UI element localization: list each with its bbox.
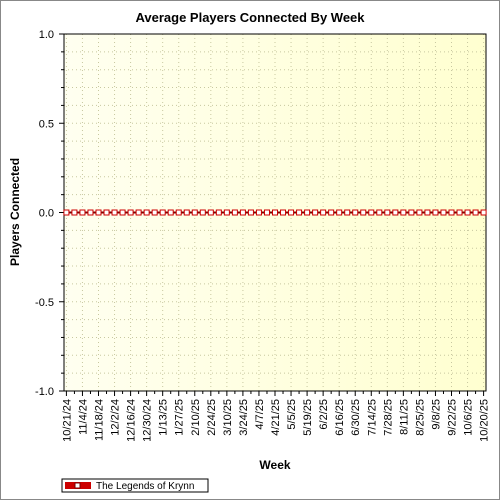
data-point xyxy=(448,209,455,216)
x-tick-label: 11/18/24 xyxy=(93,399,105,441)
x-tick-label: 6/16/25 xyxy=(334,399,346,436)
data-point xyxy=(79,209,86,216)
data-point xyxy=(376,209,383,216)
data-point xyxy=(456,209,463,216)
data-point xyxy=(352,209,359,216)
data-point xyxy=(328,209,335,216)
x-tick-label: 5/5/25 xyxy=(286,399,298,430)
data-point xyxy=(143,209,150,216)
x-tick-label: 6/2/25 xyxy=(318,399,330,430)
data-point xyxy=(95,209,102,216)
data-point xyxy=(223,209,230,216)
data-point xyxy=(416,209,423,216)
x-tick-label: 6/30/25 xyxy=(350,399,362,436)
data-point xyxy=(63,209,70,216)
data-point xyxy=(360,209,367,216)
data-point xyxy=(296,209,303,216)
data-point xyxy=(272,209,278,216)
data-point xyxy=(191,209,198,216)
y-tick-label: -1.0 xyxy=(35,386,54,398)
chart-title: Average Players Connected By Week xyxy=(135,10,365,25)
data-point xyxy=(440,209,447,216)
data-point xyxy=(263,209,270,216)
x-tick-label: 8/25/25 xyxy=(414,399,426,436)
data-point xyxy=(480,209,487,216)
y-tick-label: -0.5 xyxy=(35,297,54,309)
data-point xyxy=(320,209,327,216)
x-tick-label: 2/10/25 xyxy=(190,399,202,436)
data-point xyxy=(207,209,214,216)
x-tick-label: 4/7/25 xyxy=(254,399,266,430)
data-point xyxy=(87,209,94,216)
data-point xyxy=(239,209,246,216)
x-tick-label: 9/8/25 xyxy=(430,399,442,430)
data-point xyxy=(312,209,319,216)
data-point xyxy=(408,209,415,216)
x-tick-label: 7/14/25 xyxy=(366,399,378,436)
data-point xyxy=(384,209,391,216)
data-point xyxy=(71,209,78,216)
data-point xyxy=(255,209,262,216)
x-tick-label: 10/21/24 xyxy=(61,399,73,442)
data-point xyxy=(135,209,142,216)
data-point xyxy=(119,209,126,216)
data-point xyxy=(231,209,238,216)
x-tick-label: 12/16/24 xyxy=(126,399,138,442)
data-point xyxy=(432,209,439,216)
x-tick-label: 3/10/25 xyxy=(222,399,234,436)
x-tick-label: 2/24/25 xyxy=(206,399,218,436)
data-point xyxy=(159,209,166,216)
data-point xyxy=(199,209,206,216)
data-point xyxy=(280,209,287,216)
data-point xyxy=(111,209,118,216)
data-point xyxy=(368,209,375,216)
y-tick-label: 0.5 xyxy=(39,118,54,130)
data-point xyxy=(424,209,431,216)
data-point xyxy=(464,209,471,216)
x-axis-ticks: 10/21/24 11/4/24 11/18/24 12/2/24 12/16/24 12… xyxy=(61,391,491,442)
legend: The Legends of Krynn xyxy=(61,478,209,493)
legend-label: The Legends of Krynn xyxy=(96,481,194,492)
data-point xyxy=(304,209,311,216)
y-tick-label: 1.0 xyxy=(39,29,54,41)
data-point xyxy=(288,209,295,216)
data-point xyxy=(247,209,254,216)
x-tick-label: 11/4/24 xyxy=(77,399,89,435)
x-tick-label: 10/6/25 xyxy=(463,399,475,436)
x-tick-label: 3/24/25 xyxy=(238,399,250,436)
data-point xyxy=(183,209,190,216)
series-the-legends-of-krynn xyxy=(63,209,487,216)
data-point xyxy=(103,209,110,216)
x-tick-label: 4/21/25 xyxy=(270,399,282,436)
x-tick-label: 12/30/24 xyxy=(142,399,154,442)
x-tick-label: 8/11/25 xyxy=(398,399,410,435)
data-point xyxy=(127,209,134,216)
x-tick-label: 9/22/25 xyxy=(447,399,459,436)
data-point xyxy=(151,209,158,216)
data-point xyxy=(392,209,399,216)
data-point xyxy=(215,209,222,216)
data-point xyxy=(175,209,182,216)
x-tick-label: 12/2/24 xyxy=(110,399,122,436)
data-point xyxy=(344,209,351,216)
y-axis-ticks: 1.0 0.5 0.0 -0.5 -1.0 xyxy=(35,29,64,398)
legend-box xyxy=(61,478,209,493)
y-tick-label: 0.0 xyxy=(39,208,54,220)
x-tick-label: 10/20/25 xyxy=(479,399,491,442)
x-tick-label: 1/27/25 xyxy=(174,399,186,436)
data-point xyxy=(167,209,174,216)
x-tick-label: 7/28/25 xyxy=(382,399,394,436)
legend-marker-icon xyxy=(74,482,81,489)
x-axis-title: Week xyxy=(259,458,290,472)
y-axis-title: Players Connected xyxy=(8,158,22,266)
data-point xyxy=(400,209,407,216)
data-point xyxy=(336,209,343,216)
data-point xyxy=(472,209,479,216)
x-tick-label: 1/13/25 xyxy=(158,399,170,436)
x-tick-label: 5/19/25 xyxy=(302,399,314,436)
